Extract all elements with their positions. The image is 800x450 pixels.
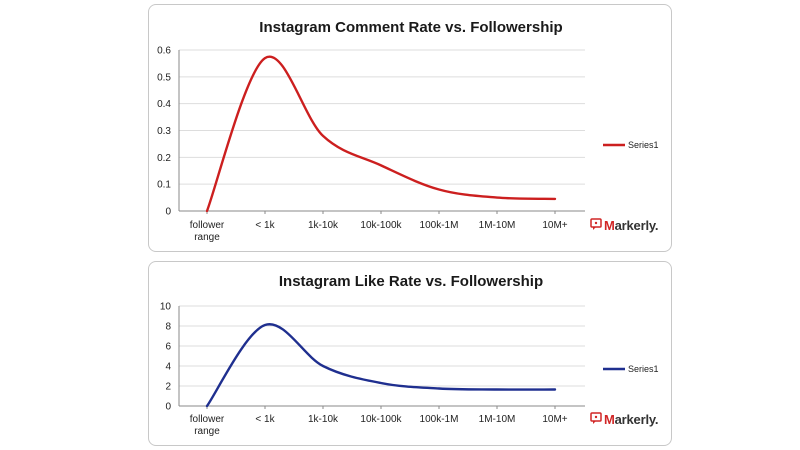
y-tick-label: 8 <box>165 322 171 333</box>
markerly-logo-icon <box>590 412 602 424</box>
y-tick-label: 4 <box>165 362 171 373</box>
brand-initial: M <box>604 218 615 233</box>
y-tick-label: 0 <box>165 402 171 413</box>
y-tick-label: 2 <box>165 382 171 393</box>
series-line <box>205 55 557 213</box>
x-tick-label: 10M+ <box>542 220 567 231</box>
comment-rate-chart-panel: Instagram Comment Rate vs. Followership … <box>148 4 672 252</box>
markerly-logo-icon <box>590 218 602 230</box>
brand-text: Markerly. <box>604 412 658 427</box>
x-tick-label: < 1k <box>255 414 275 425</box>
x-tick-label: 10M+ <box>542 414 567 425</box>
x-tick-label: 1M-10M <box>479 414 516 425</box>
markerly-logo: Markerly. <box>590 218 659 233</box>
x-tick-label: 100k-1M <box>420 220 459 231</box>
chart-legend: Series1 <box>603 364 659 374</box>
x-tick-label: 1M-10M <box>479 220 516 231</box>
brand-rest: arkerly. <box>615 412 659 427</box>
y-tick-label: 0.5 <box>157 72 171 83</box>
x-tick-label: 10k-100k <box>360 220 402 231</box>
like-rate-chart-panel: Instagram Like Rate vs. Followership 0 2 4… <box>148 261 672 446</box>
y-tick-label: 10 <box>160 302 172 313</box>
x-tick-label: follower range <box>190 220 225 243</box>
x-tick-label: 1k-10k <box>308 414 339 425</box>
chart-title: Instagram Like Rate vs. Followership <box>279 273 543 290</box>
y-tick-label: 6 <box>165 342 171 353</box>
x-tick-label: 10k-100k <box>360 414 402 425</box>
comment-rate-chart: Instagram Comment Rate vs. Followership … <box>157 19 659 243</box>
y-tick-label: 0.3 <box>157 126 171 137</box>
legend-label: Series1 <box>628 140 659 150</box>
series-line <box>205 323 557 408</box>
y-tick-label: 0 <box>165 207 171 218</box>
y-tick-label: 0.2 <box>157 153 171 164</box>
markerly-logo: Markerly. <box>590 412 659 427</box>
brand-initial: M <box>604 412 615 427</box>
x-tick-label: follower range <box>190 414 225 437</box>
brand-text: Markerly. <box>604 218 658 233</box>
chart-title: Instagram Comment Rate vs. Followership <box>259 19 562 36</box>
y-tick-label: 0.4 <box>157 99 171 110</box>
like-rate-chart: Instagram Like Rate vs. Followership 0 2 4… <box>160 273 659 437</box>
x-tick-label: < 1k <box>255 220 275 231</box>
y-tick-label: 0.1 <box>157 180 171 191</box>
chart-legend: Series1 <box>603 140 659 150</box>
legend-label: Series1 <box>628 364 659 374</box>
brand-rest: arkerly. <box>615 218 659 233</box>
x-tick-label: 100k-1M <box>420 414 459 425</box>
y-tick-label: 0.6 <box>157 46 171 57</box>
x-tick-label: 1k-10k <box>308 220 339 231</box>
